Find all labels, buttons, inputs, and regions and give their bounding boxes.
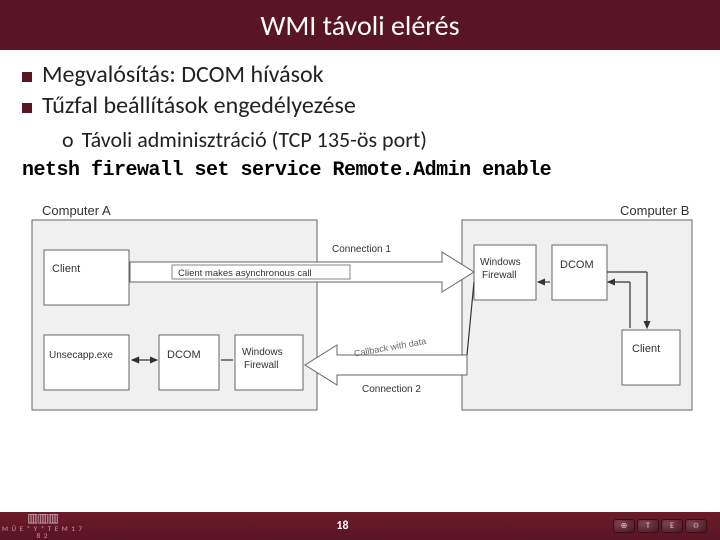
bullet-text: Tűzfal beállítások engedélyezése — [42, 91, 356, 120]
computer-b-title: Computer B — [620, 203, 689, 218]
command-line: netsh firewall set service Remote.Admin … — [22, 159, 698, 182]
footer-chips: ⊕ T E ☼ — [600, 512, 720, 540]
conn1-sub: Client makes asynchronous call — [178, 268, 312, 279]
box-client-b: Client — [632, 343, 660, 355]
chip-icon: E — [661, 519, 683, 533]
conn1-label: Connection 1 — [332, 244, 391, 255]
sub-bullet-marker: o — [62, 126, 74, 153]
architecture-diagram: Computer A Client Unsecapp.exe DCOM Wind… — [22, 200, 702, 420]
box-firewall-b-l2: Firewall — [482, 270, 516, 281]
slide-footer: ▥▥▥ M Ű E * Y * T E M 1 7 8 2 18 ⊕ T E ☼ — [0, 512, 720, 540]
sub-bullet-text: Távoli adminisztráció (TCP 135-ös port) — [82, 126, 427, 153]
computer-a-title: Computer A — [42, 203, 111, 218]
bullet-item: Megvalósítás: DCOM hívások — [22, 60, 698, 89]
bullet-item: Tűzfal beállítások engedélyezése — [22, 91, 698, 120]
footer-logo: ▥▥▥ M Ű E * Y * T E M 1 7 8 2 — [0, 512, 85, 540]
box-client-a: Client — [52, 263, 80, 275]
slide-content: Megvalósítás: DCOM hívások Tűzfal beállí… — [0, 50, 720, 420]
bullet-square-icon — [22, 103, 32, 113]
chip-icon: ⊕ — [613, 519, 635, 533]
title-text: WMI távoli elérés — [260, 8, 459, 43]
page-number: 18 — [85, 519, 600, 533]
box-firewall-a-l2: Firewall — [244, 360, 278, 371]
box-firewall-b-l1: Windows — [480, 257, 521, 268]
box-dcom-b: DCOM — [560, 259, 594, 271]
conn2-label: Connection 2 — [362, 384, 421, 395]
uni-text: M Ű E * Y * T E M 1 7 8 2 — [0, 525, 85, 539]
sub-bullet-item: o Távoli adminisztráció (TCP 135-ös port… — [62, 126, 698, 153]
box-unsecapp: Unsecapp.exe — [49, 350, 113, 361]
chip-icon: ☼ — [685, 519, 707, 533]
bullet-text: Megvalósítás: DCOM hívások — [42, 60, 324, 89]
bullet-list: Megvalósítás: DCOM hívások Tűzfal beállí… — [22, 60, 698, 120]
box-dcom-a: DCOM — [167, 349, 201, 361]
box-firewall-a-l1: Windows — [242, 347, 283, 358]
bullet-square-icon — [22, 72, 32, 82]
chip-icon: T — [637, 519, 659, 533]
slide-title: WMI távoli elérés — [0, 0, 720, 50]
